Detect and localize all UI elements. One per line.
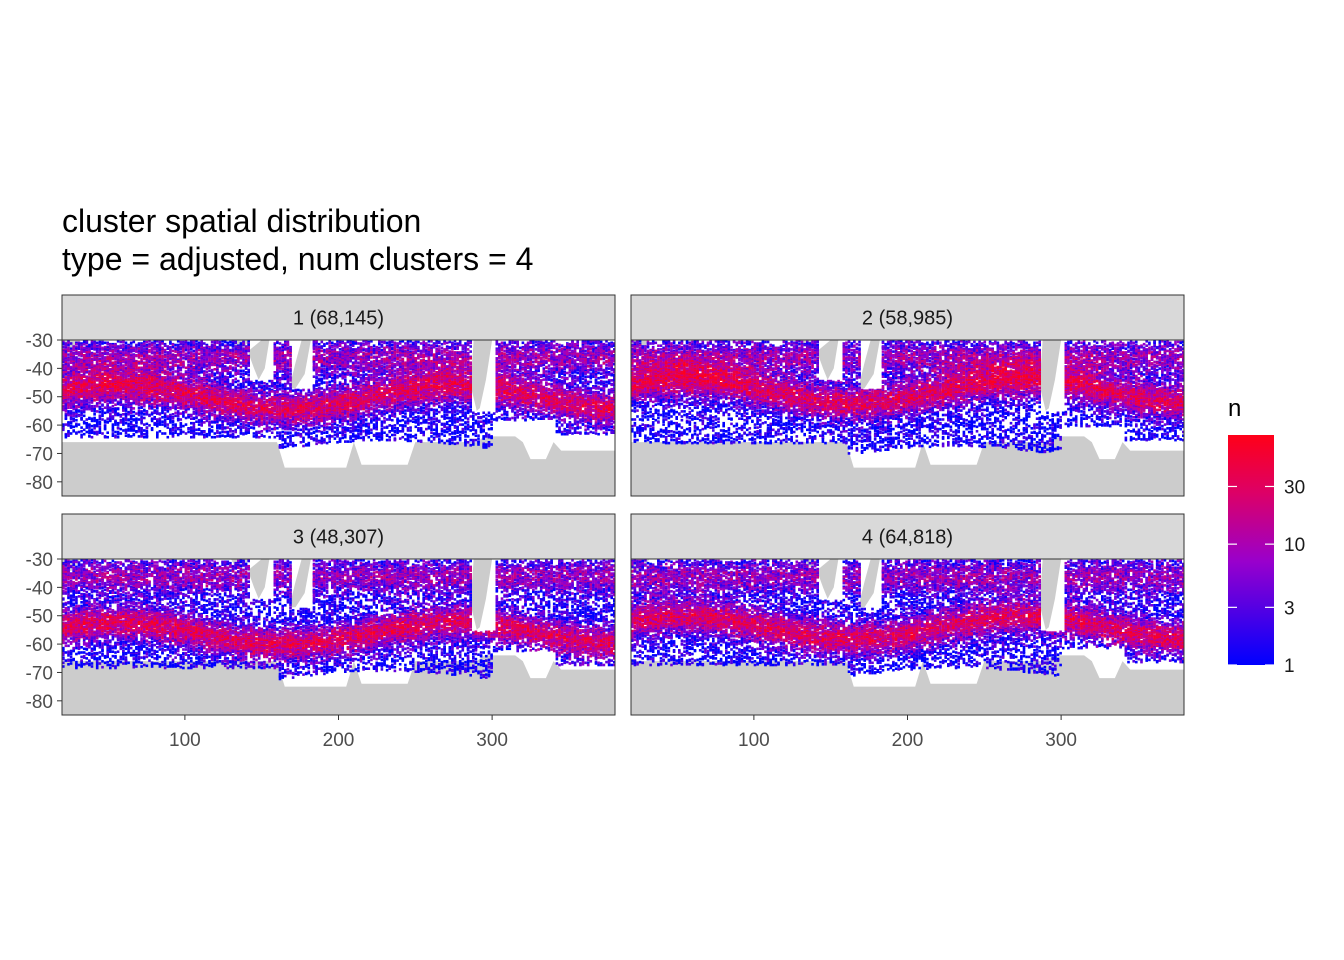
- land-australia: [247, 340, 270, 380]
- data-cells: [62, 559, 615, 681]
- x-tick-label: 200: [323, 730, 355, 751]
- y-tick-label: -70: [26, 663, 53, 684]
- data-cells: [631, 340, 1184, 455]
- legend-label: 10: [1284, 535, 1305, 556]
- facet-label: 1 (68,145): [293, 308, 384, 330]
- land-new-zealand: [289, 559, 311, 608]
- x-tick-label: 100: [169, 730, 201, 751]
- y-tick-label: -60: [26, 635, 53, 656]
- chart-title: cluster spatial distribution: [62, 203, 421, 239]
- land-antarctica: [62, 436, 615, 496]
- legend-label: 3: [1284, 598, 1295, 619]
- x-tick-label: 300: [1045, 730, 1077, 751]
- y-tick-label: -40: [26, 578, 53, 599]
- land-new-zealand: [858, 559, 880, 608]
- y-tick-label: -30: [26, 550, 53, 571]
- facet-strip: [61, 294, 616, 341]
- y-tick-label: -40: [26, 359, 53, 380]
- land-new-zealand: [289, 340, 311, 389]
- data-cells: [631, 559, 1184, 677]
- y-tick-label: -50: [26, 607, 53, 628]
- land-new-zealand: [858, 340, 880, 389]
- x-tick-label: 100: [738, 730, 770, 751]
- data-cells: [62, 340, 615, 449]
- land-australia: [247, 559, 270, 599]
- facet-panel-3: 3 (48,307) -30 -40 -50 -60 -70 -80 100 200 300: [26, 513, 616, 751]
- y-tick-label: -80: [26, 692, 53, 713]
- facet-panels: 1 (68,145) -30 -40 -50 -60 -70 -80 2 (58,985) 3 …: [26, 294, 1185, 751]
- legend-label: 30: [1284, 477, 1305, 498]
- y-tick-label: -50: [26, 388, 53, 409]
- y-tick-label: -70: [26, 444, 53, 465]
- y-tick-label: -30: [26, 331, 53, 352]
- facet-label: 3 (48,307): [293, 527, 384, 549]
- y-tick-label: -60: [26, 416, 53, 437]
- facet-panel-1: 1 (68,145) -30 -40 -50 -60 -70 -80: [26, 294, 616, 497]
- x-tick-label: 300: [476, 730, 508, 751]
- land-south-america: [1039, 559, 1062, 630]
- legend-label: 1: [1284, 656, 1295, 677]
- x-tick-label: 200: [892, 730, 924, 751]
- land-australia: [816, 559, 839, 599]
- panel-border: [61, 339, 616, 497]
- facet-strip: [61, 513, 616, 560]
- chart-subtitle: type = adjusted, num clusters = 4: [62, 241, 533, 277]
- panel-border: [630, 339, 1185, 497]
- y-tick-label: -80: [26, 473, 53, 494]
- facet-panel-2: 2 (58,985): [630, 294, 1185, 497]
- legend-title: n: [1228, 395, 1241, 422]
- legend-ticks: 1 3 10 30: [1228, 477, 1305, 677]
- land-australia: [816, 340, 839, 380]
- color-legend: n 1 3 10 30: [1228, 395, 1305, 677]
- land-south-america: [1039, 340, 1062, 411]
- land-south-america: [470, 559, 493, 630]
- facet-label: 4 (64,818): [862, 527, 953, 549]
- facet-strip: [630, 294, 1185, 341]
- legend-colorbar: [1228, 435, 1274, 665]
- facet-panel-4: 4 (64,818) 100 200 300: [630, 513, 1185, 751]
- land-south-america: [470, 340, 493, 411]
- facet-label: 2 (58,985): [862, 308, 953, 330]
